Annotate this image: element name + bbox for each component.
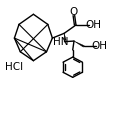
Text: HCl: HCl <box>5 62 23 72</box>
Text: O: O <box>70 7 78 17</box>
Polygon shape <box>64 33 66 41</box>
Text: OH: OH <box>92 41 108 51</box>
Text: OH: OH <box>85 20 101 30</box>
Polygon shape <box>74 41 84 47</box>
Text: HN: HN <box>53 37 69 47</box>
